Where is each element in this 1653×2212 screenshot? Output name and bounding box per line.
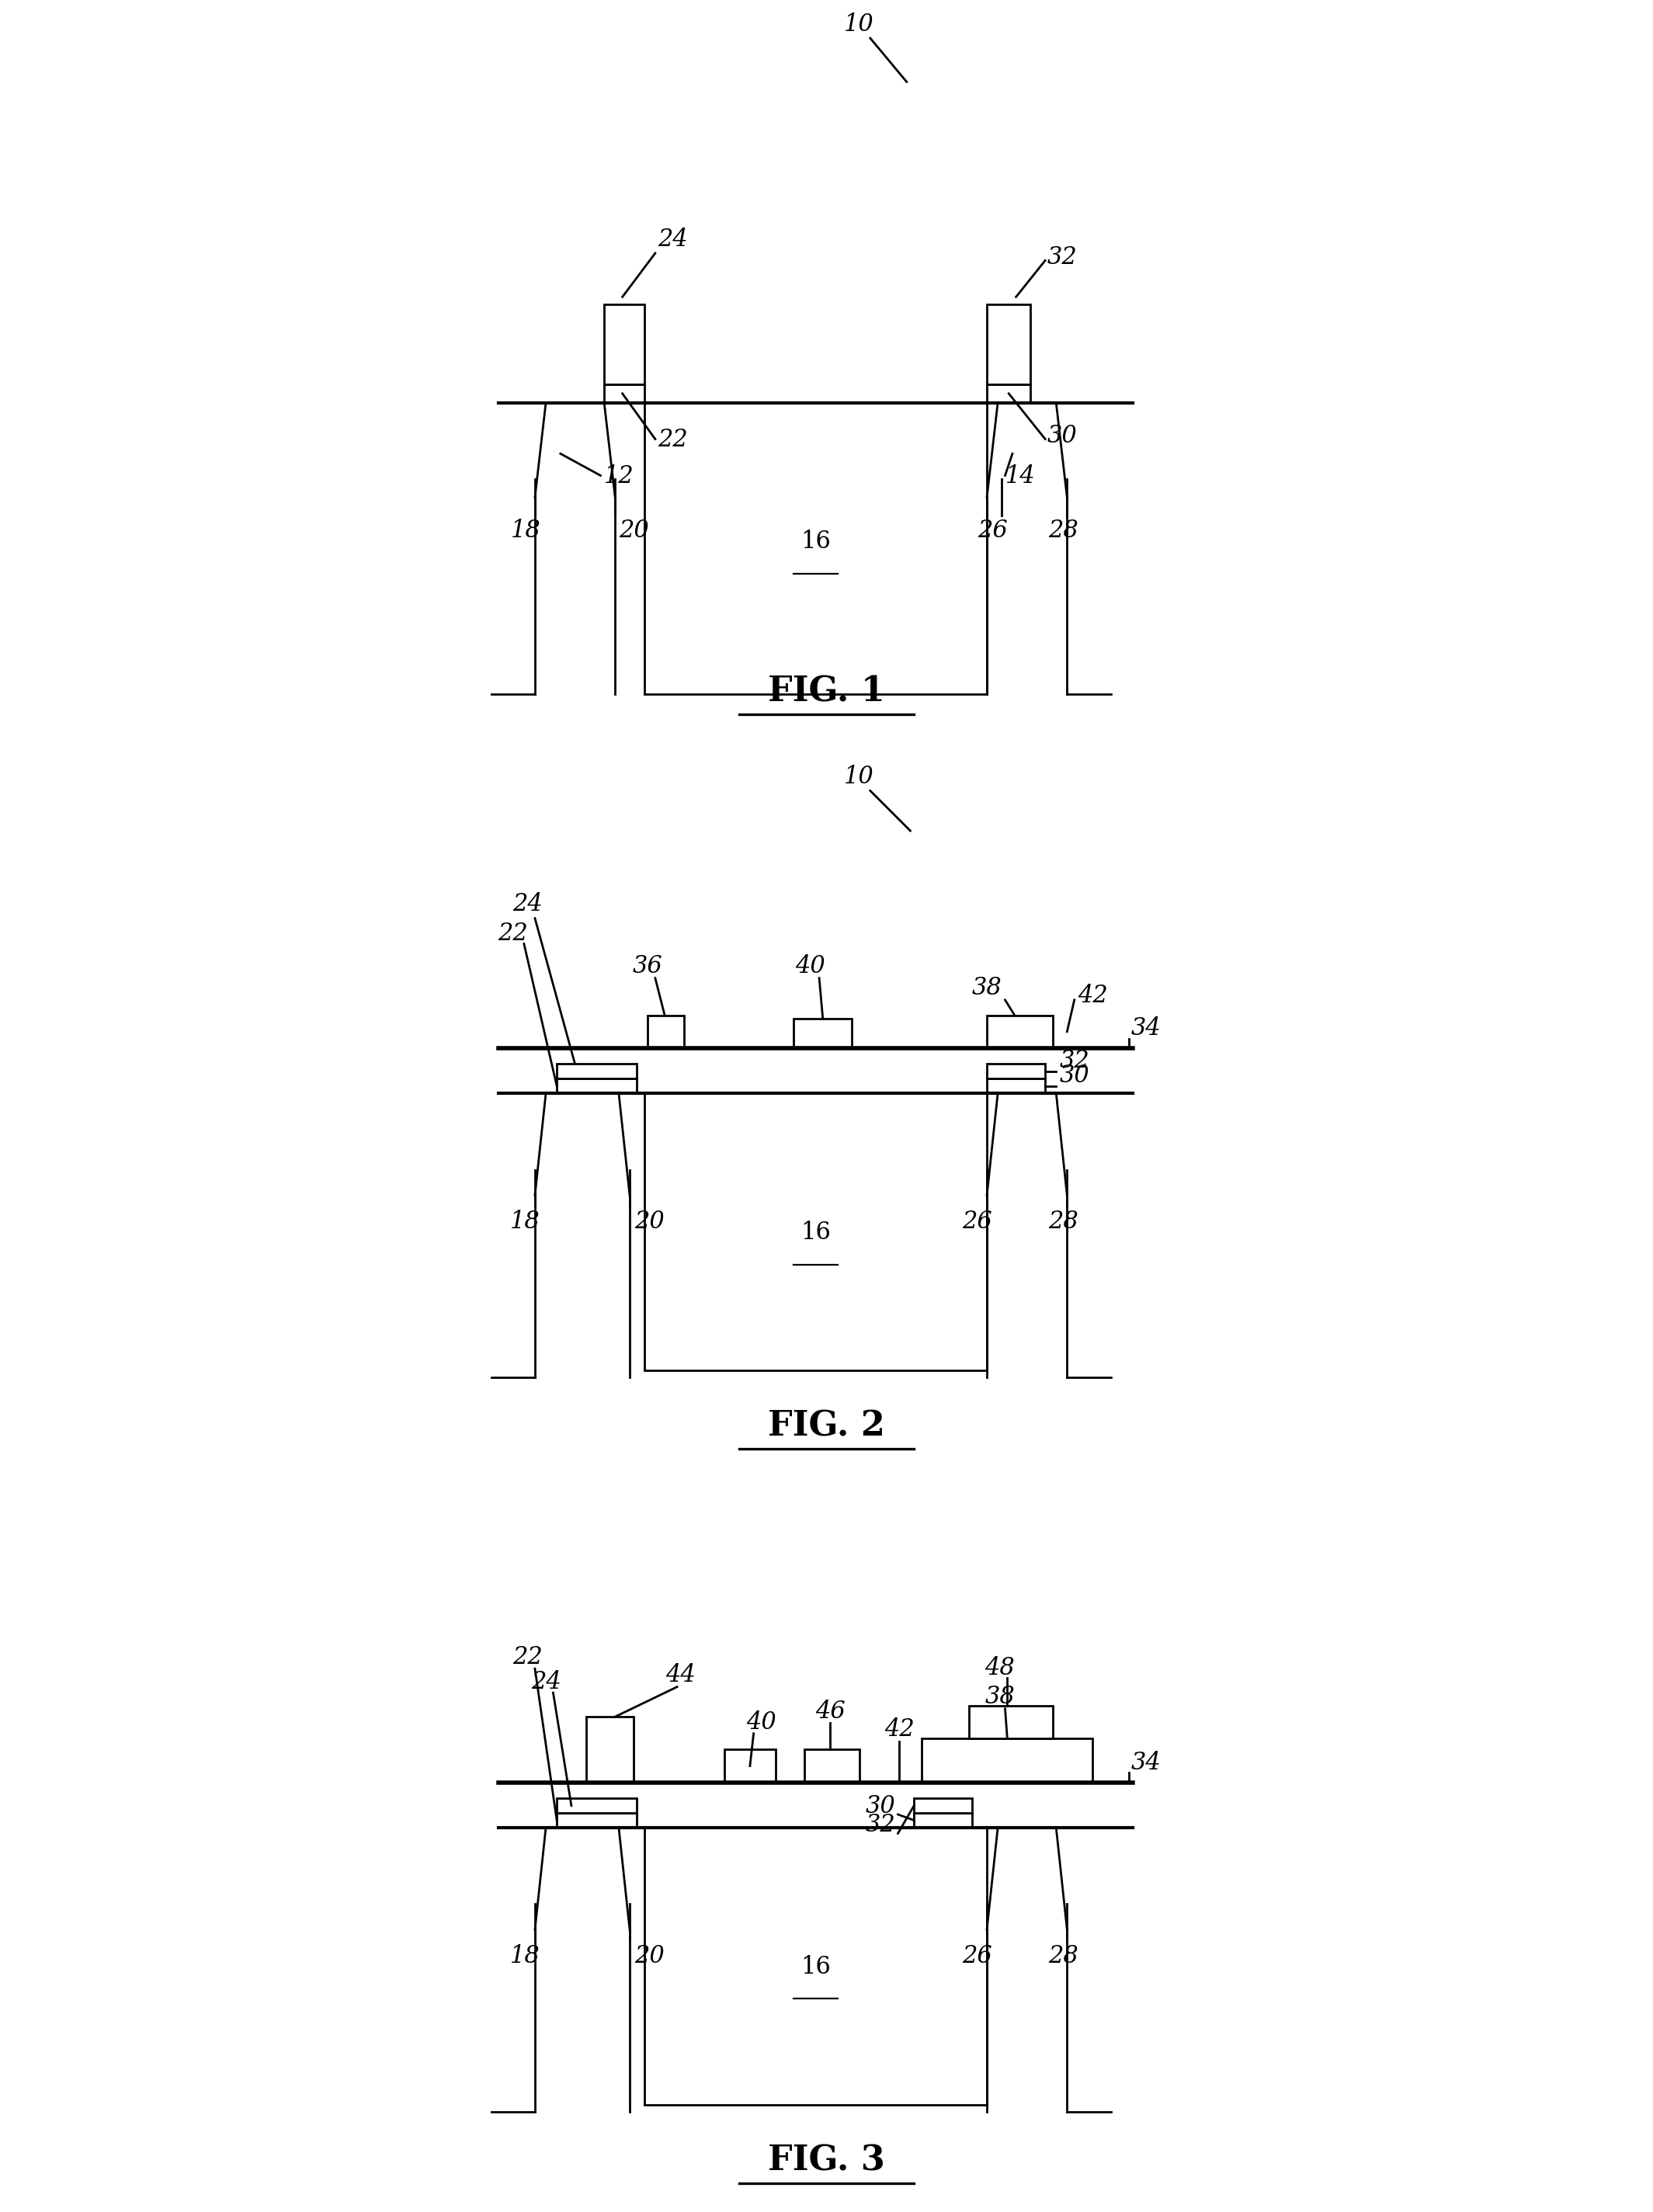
- Bar: [793, 1020, 851, 1048]
- Bar: [557, 1064, 636, 1079]
- Text: 32: 32: [866, 1812, 896, 1836]
- Bar: [603, 305, 645, 385]
- Bar: [805, 1750, 860, 1783]
- Bar: [603, 385, 645, 403]
- Bar: [987, 305, 1030, 385]
- Bar: [645, 403, 987, 695]
- Text: 10: 10: [845, 13, 874, 35]
- Text: 42: 42: [884, 1719, 914, 1741]
- Text: 30: 30: [866, 1794, 896, 1818]
- Text: 22: 22: [512, 1646, 542, 1670]
- Bar: [557, 1798, 636, 1814]
- Text: 38: 38: [972, 975, 1002, 1000]
- Text: 28: 28: [1048, 1210, 1078, 1234]
- Text: 14: 14: [1005, 465, 1035, 489]
- Text: 26: 26: [962, 1210, 992, 1234]
- Bar: [557, 1079, 636, 1093]
- Bar: [987, 1064, 1045, 1079]
- Bar: [969, 1705, 1053, 1739]
- Text: 32: 32: [1060, 1048, 1089, 1073]
- Text: 36: 36: [633, 953, 663, 978]
- Bar: [921, 1739, 1093, 1783]
- Text: 20: 20: [618, 520, 650, 542]
- Text: 16: 16: [800, 1221, 831, 1245]
- Text: 24: 24: [531, 1670, 560, 1694]
- Bar: [724, 1750, 775, 1783]
- Bar: [648, 1015, 684, 1048]
- Text: 26: 26: [977, 520, 1008, 542]
- Text: 46: 46: [815, 1699, 845, 1723]
- Text: 30: 30: [1048, 425, 1078, 449]
- Text: 30: 30: [1060, 1064, 1089, 1088]
- Text: 18: 18: [509, 1944, 541, 1969]
- Text: 10: 10: [845, 765, 874, 790]
- Text: 16: 16: [800, 1955, 831, 1980]
- Text: 16: 16: [800, 531, 831, 553]
- Text: 44: 44: [666, 1663, 696, 1688]
- Text: FIG. 2: FIG. 2: [769, 1409, 884, 1442]
- Bar: [557, 1814, 636, 1827]
- Text: 34: 34: [1131, 1750, 1162, 1774]
- Text: 48: 48: [985, 1657, 1015, 1679]
- Text: 42: 42: [1078, 984, 1108, 1006]
- Text: 28: 28: [1048, 520, 1078, 542]
- Text: 24: 24: [658, 228, 688, 252]
- Bar: [645, 1827, 987, 2104]
- Text: 20: 20: [635, 1210, 665, 1234]
- Bar: [987, 1079, 1045, 1093]
- Text: 40: 40: [795, 953, 825, 978]
- Text: 20: 20: [635, 1944, 665, 1969]
- Bar: [645, 1093, 987, 1369]
- Text: 22: 22: [498, 922, 527, 945]
- Bar: [914, 1798, 972, 1814]
- Text: 32: 32: [1048, 246, 1078, 270]
- Bar: [585, 1717, 633, 1783]
- Text: 34: 34: [1131, 1015, 1162, 1040]
- Text: 24: 24: [512, 891, 542, 916]
- Text: FIG. 1: FIG. 1: [769, 675, 884, 708]
- Text: 18: 18: [509, 1210, 541, 1234]
- Text: FIG. 3: FIG. 3: [769, 2143, 884, 2177]
- Bar: [914, 1814, 972, 1827]
- Text: 12: 12: [603, 465, 635, 489]
- Bar: [987, 1015, 1053, 1048]
- Text: 28: 28: [1048, 1944, 1078, 1969]
- Bar: [987, 385, 1030, 403]
- Text: 18: 18: [511, 520, 541, 542]
- Text: 40: 40: [746, 1710, 775, 1734]
- Text: 22: 22: [658, 427, 688, 451]
- Text: 26: 26: [962, 1944, 992, 1969]
- Text: 38: 38: [985, 1686, 1015, 1710]
